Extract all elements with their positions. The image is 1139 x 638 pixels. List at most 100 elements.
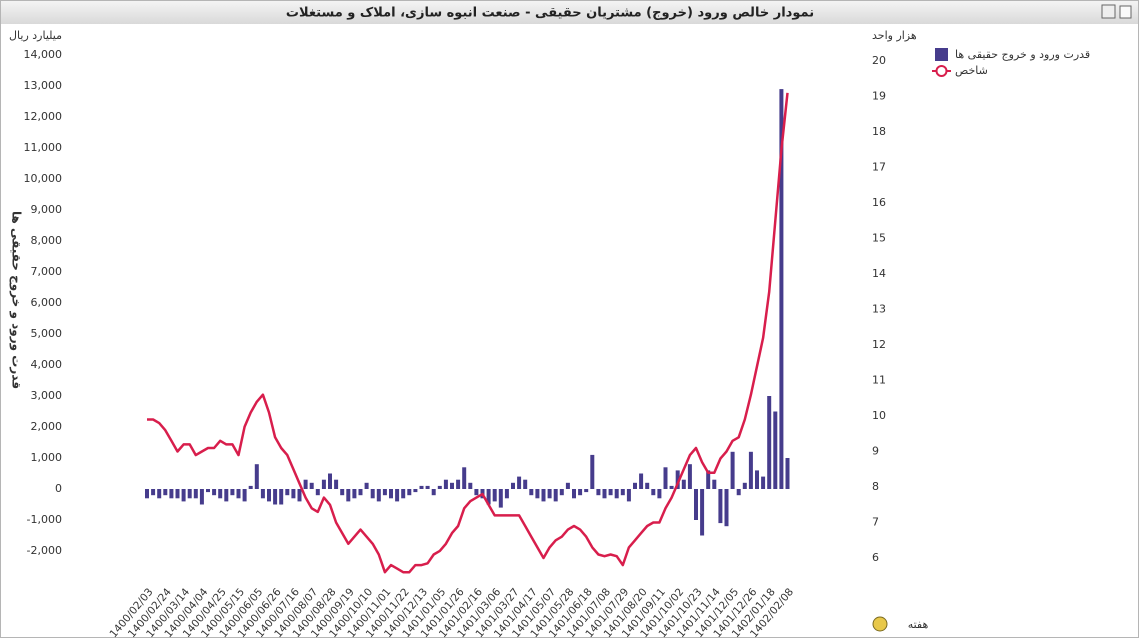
y-tick-label: 6,000 [31, 296, 63, 309]
y2-tick-label: 9 [872, 445, 879, 458]
bar [419, 485, 424, 489]
bar [541, 489, 546, 502]
bar [389, 489, 393, 499]
bar [669, 485, 674, 489]
y-unit: میلیارد ریال [9, 29, 62, 42]
print-icon[interactable] [1101, 4, 1116, 19]
bar [425, 485, 430, 489]
export-icon[interactable] [1119, 5, 1132, 19]
bar [236, 489, 241, 499]
y-tick-label: 13,000 [24, 79, 63, 92]
bar [254, 464, 259, 489]
refresh-icon[interactable] [872, 616, 888, 632]
bar [407, 489, 412, 496]
y-tick-label: 8,000 [31, 234, 63, 247]
bar [626, 489, 631, 502]
bar [700, 489, 705, 536]
bar [572, 489, 576, 499]
bar [218, 489, 223, 499]
bar [675, 470, 680, 489]
y2-tick-label: 14 [872, 267, 886, 280]
y2-tick-label: 17 [872, 161, 886, 174]
y-tick-label: 7,000 [31, 265, 63, 278]
bar [206, 489, 210, 493]
bar [346, 489, 351, 502]
bar [303, 479, 308, 489]
y-tick-label: 11,000 [24, 141, 63, 154]
bar [608, 489, 613, 496]
y2-unit: هزار واحد [872, 29, 917, 42]
y2-tick-label: 20 [872, 54, 886, 67]
bar [242, 489, 247, 502]
y-tick-label: 9,000 [31, 203, 63, 216]
bar [559, 489, 564, 496]
bar [742, 482, 747, 489]
y-tick-label: 0 [55, 482, 62, 495]
bar [511, 482, 515, 489]
y-tick-label: 10,000 [24, 172, 63, 185]
bar [596, 489, 601, 496]
bar [645, 482, 650, 489]
bar [456, 479, 461, 489]
bar [321, 479, 326, 489]
bar [291, 489, 296, 499]
bar [145, 489, 149, 499]
bar [157, 489, 162, 499]
bar [364, 482, 369, 489]
bar [639, 473, 644, 489]
bar [297, 489, 302, 502]
y-tick-label: 12,000 [24, 110, 63, 123]
y2-tick-label: 8 [872, 480, 879, 493]
bar [230, 489, 235, 496]
y-tick-label: 5,000 [31, 327, 63, 340]
bar [584, 489, 589, 493]
bar [169, 489, 174, 499]
bar [663, 467, 668, 489]
chart-title: نمودار خالص ورود (خروج) مشتریان حقیقی - … [286, 6, 814, 21]
bar [334, 479, 339, 489]
x-axis-title: هفته [908, 618, 929, 631]
bar [413, 489, 418, 493]
bar [602, 489, 607, 499]
bar [315, 489, 320, 496]
bar [736, 489, 741, 496]
bar [547, 489, 552, 499]
y-axis-title: قدرت ورود و خروج حقیقی ها [9, 211, 24, 389]
y2-tick-label: 13 [872, 303, 886, 316]
y2-tick-label: 18 [872, 125, 886, 138]
bar [382, 489, 387, 496]
bar [748, 451, 753, 489]
bar [779, 89, 784, 489]
bar [657, 489, 662, 499]
y2-tick-label: 10 [872, 409, 886, 422]
bar [224, 489, 229, 502]
bar [187, 489, 192, 499]
bar [193, 489, 198, 499]
bar [309, 482, 314, 489]
bar [273, 489, 278, 505]
bar [578, 489, 583, 496]
bar [504, 489, 509, 499]
bar [730, 451, 735, 489]
bar [681, 479, 686, 489]
bar [340, 489, 345, 496]
bar [761, 476, 766, 489]
bar [181, 489, 186, 502]
bar [767, 396, 772, 489]
bar [712, 479, 717, 489]
y-tick-label: 3,000 [31, 389, 63, 402]
bar [175, 489, 180, 499]
bar [590, 454, 595, 489]
bar [248, 485, 253, 489]
y-tick-label: 2,000 [31, 420, 63, 433]
y2-tick-label: 6 [872, 551, 879, 564]
bar [651, 489, 656, 496]
bar [492, 489, 497, 502]
bar [352, 489, 357, 499]
bar [443, 479, 448, 489]
bar [523, 479, 528, 489]
bar [328, 473, 332, 489]
bar [687, 464, 692, 489]
